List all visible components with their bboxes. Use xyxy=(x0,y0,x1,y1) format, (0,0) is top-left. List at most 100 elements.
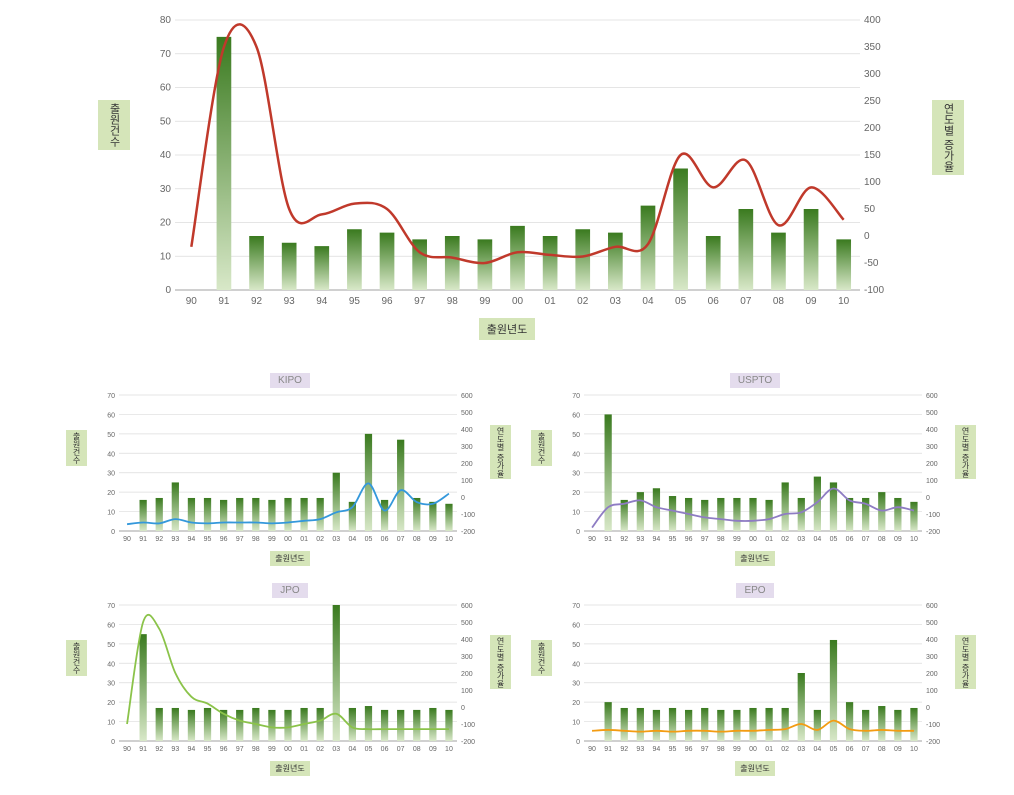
uspto-chart-svg: 010203040506070-200-10001002003004005006… xyxy=(560,390,950,545)
bar xyxy=(268,710,275,741)
svg-text:-100: -100 xyxy=(461,722,475,729)
svg-text:01: 01 xyxy=(765,536,773,543)
svg-text:0: 0 xyxy=(461,495,465,502)
svg-text:70: 70 xyxy=(107,603,115,610)
bar xyxy=(252,498,259,531)
bar xyxy=(413,710,420,741)
svg-text:0: 0 xyxy=(926,495,930,502)
svg-text:05: 05 xyxy=(365,746,373,753)
jpo-x-axis-label: 출원년도 xyxy=(270,761,309,776)
svg-text:03: 03 xyxy=(797,746,805,753)
svg-text:10: 10 xyxy=(910,746,918,753)
bar xyxy=(188,710,195,741)
bar xyxy=(236,710,243,741)
svg-text:91: 91 xyxy=(604,536,612,543)
jpo-y-right-label: 연도별 증가율 xyxy=(490,635,511,689)
svg-text:06: 06 xyxy=(381,536,389,543)
svg-text:04: 04 xyxy=(813,746,821,753)
svg-text:500: 500 xyxy=(926,410,938,417)
svg-text:02: 02 xyxy=(577,296,589,307)
svg-text:-50: -50 xyxy=(864,258,879,269)
svg-text:00: 00 xyxy=(512,296,524,307)
svg-text:500: 500 xyxy=(926,620,938,627)
bar xyxy=(894,710,901,741)
epo-chart: EPO 010203040506070-200-1000100200300400… xyxy=(560,580,950,755)
svg-text:20: 20 xyxy=(107,700,115,707)
svg-text:250: 250 xyxy=(864,96,881,107)
bar xyxy=(249,236,264,290)
svg-text:40: 40 xyxy=(160,150,172,161)
svg-text:60: 60 xyxy=(160,83,172,94)
svg-text:-200: -200 xyxy=(926,739,940,746)
svg-text:100: 100 xyxy=(926,478,938,485)
bar xyxy=(846,702,853,741)
svg-text:-100: -100 xyxy=(461,512,475,519)
svg-text:98: 98 xyxy=(252,746,260,753)
bar xyxy=(333,473,340,531)
bar xyxy=(380,233,395,290)
svg-text:02: 02 xyxy=(316,746,324,753)
main-chart-svg: 01020304050607080-100-500501001502002503… xyxy=(140,10,900,310)
svg-text:600: 600 xyxy=(461,393,473,400)
svg-text:70: 70 xyxy=(572,603,580,610)
svg-text:50: 50 xyxy=(107,432,115,439)
bar xyxy=(156,498,163,531)
bar xyxy=(836,239,851,290)
svg-text:600: 600 xyxy=(461,603,473,610)
svg-text:04: 04 xyxy=(348,536,356,543)
bar xyxy=(204,498,211,531)
svg-text:300: 300 xyxy=(926,654,938,661)
jpo-y-left-label: 출원건수 xyxy=(66,640,87,676)
main-y-right-label: 연도별 증가율 xyxy=(932,100,964,175)
svg-text:60: 60 xyxy=(107,412,115,419)
svg-text:93: 93 xyxy=(636,746,644,753)
bar xyxy=(894,498,901,531)
svg-text:40: 40 xyxy=(572,661,580,668)
svg-text:06: 06 xyxy=(708,296,720,307)
svg-text:96: 96 xyxy=(685,746,693,753)
svg-text:-200: -200 xyxy=(461,529,475,536)
svg-text:350: 350 xyxy=(864,42,881,53)
svg-text:98: 98 xyxy=(717,536,725,543)
svg-text:07: 07 xyxy=(740,296,752,307)
svg-text:600: 600 xyxy=(926,393,938,400)
svg-text:10: 10 xyxy=(838,296,850,307)
svg-text:06: 06 xyxy=(846,746,854,753)
bar xyxy=(204,708,211,741)
svg-text:60: 60 xyxy=(107,622,115,629)
bar xyxy=(717,710,724,741)
svg-text:98: 98 xyxy=(447,296,459,307)
bar xyxy=(478,239,493,290)
svg-text:94: 94 xyxy=(188,536,196,543)
svg-text:95: 95 xyxy=(669,746,677,753)
svg-text:10: 10 xyxy=(910,536,918,543)
bar xyxy=(284,498,291,531)
svg-text:09: 09 xyxy=(429,746,437,753)
svg-text:500: 500 xyxy=(461,620,473,627)
svg-text:20: 20 xyxy=(160,218,172,229)
bar xyxy=(317,498,324,531)
bar xyxy=(878,706,885,741)
kipo-title: KIPO xyxy=(270,373,310,388)
svg-text:10: 10 xyxy=(107,720,115,727)
bar xyxy=(637,492,644,531)
svg-text:04: 04 xyxy=(642,296,654,307)
uspto-y-left-label: 출원건수 xyxy=(531,430,552,466)
svg-text:400: 400 xyxy=(926,637,938,644)
svg-text:98: 98 xyxy=(717,746,725,753)
svg-text:06: 06 xyxy=(381,746,389,753)
bar xyxy=(347,229,362,290)
bar xyxy=(653,488,660,531)
svg-text:-100: -100 xyxy=(926,722,940,729)
svg-text:99: 99 xyxy=(268,746,276,753)
svg-text:07: 07 xyxy=(397,536,405,543)
svg-text:200: 200 xyxy=(461,671,473,678)
svg-text:09: 09 xyxy=(894,536,902,543)
svg-text:10: 10 xyxy=(160,251,172,262)
jpo-title: JPO xyxy=(272,583,307,598)
svg-text:99: 99 xyxy=(479,296,491,307)
svg-text:04: 04 xyxy=(348,746,356,753)
svg-text:04: 04 xyxy=(813,536,821,543)
epo-y-right-label: 연도별 증가율 xyxy=(955,635,976,689)
bar xyxy=(172,482,179,531)
